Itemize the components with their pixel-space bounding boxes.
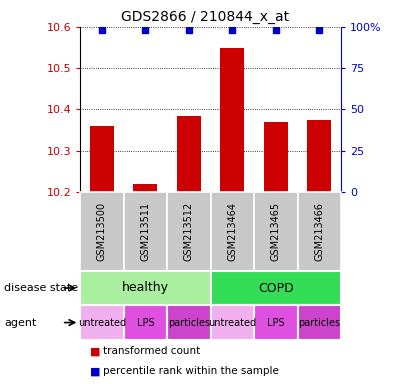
- Bar: [80, 305, 124, 340]
- Bar: [210, 192, 254, 271]
- Text: GDS2866 / 210844_x_at: GDS2866 / 210844_x_at: [121, 10, 290, 23]
- Bar: [210, 305, 254, 340]
- Bar: [298, 305, 341, 340]
- Text: LPS: LPS: [267, 318, 285, 328]
- Bar: [254, 192, 298, 271]
- Bar: [80, 192, 124, 271]
- Bar: [298, 192, 341, 271]
- Bar: [134, 184, 157, 192]
- Text: transformed count: transformed count: [103, 346, 200, 356]
- Bar: [264, 122, 288, 192]
- Bar: [307, 120, 331, 192]
- Text: ■: ■: [90, 366, 101, 376]
- Text: GSM213466: GSM213466: [314, 202, 324, 261]
- Text: GSM213464: GSM213464: [227, 202, 238, 261]
- Text: disease state: disease state: [4, 283, 78, 293]
- Text: GSM213500: GSM213500: [97, 202, 107, 261]
- Bar: [220, 48, 245, 192]
- Text: COPD: COPD: [258, 281, 294, 295]
- Text: GSM213465: GSM213465: [271, 202, 281, 261]
- Bar: [80, 271, 210, 305]
- Text: GSM213511: GSM213511: [141, 202, 150, 261]
- Text: untreated: untreated: [78, 318, 126, 328]
- Text: agent: agent: [4, 318, 37, 328]
- Text: GSM213512: GSM213512: [184, 202, 194, 261]
- Bar: [177, 116, 201, 192]
- Text: percentile rank within the sample: percentile rank within the sample: [103, 366, 279, 376]
- Bar: [254, 305, 298, 340]
- Text: particles: particles: [168, 318, 210, 328]
- Text: healthy: healthy: [122, 281, 169, 295]
- Bar: [167, 305, 210, 340]
- Text: ■: ■: [90, 346, 101, 356]
- Bar: [210, 271, 341, 305]
- Bar: [167, 192, 210, 271]
- Text: untreated: untreated: [208, 318, 256, 328]
- Text: particles: particles: [298, 318, 340, 328]
- Text: LPS: LPS: [136, 318, 154, 328]
- Bar: [90, 126, 114, 192]
- Bar: [124, 305, 167, 340]
- Bar: [124, 192, 167, 271]
